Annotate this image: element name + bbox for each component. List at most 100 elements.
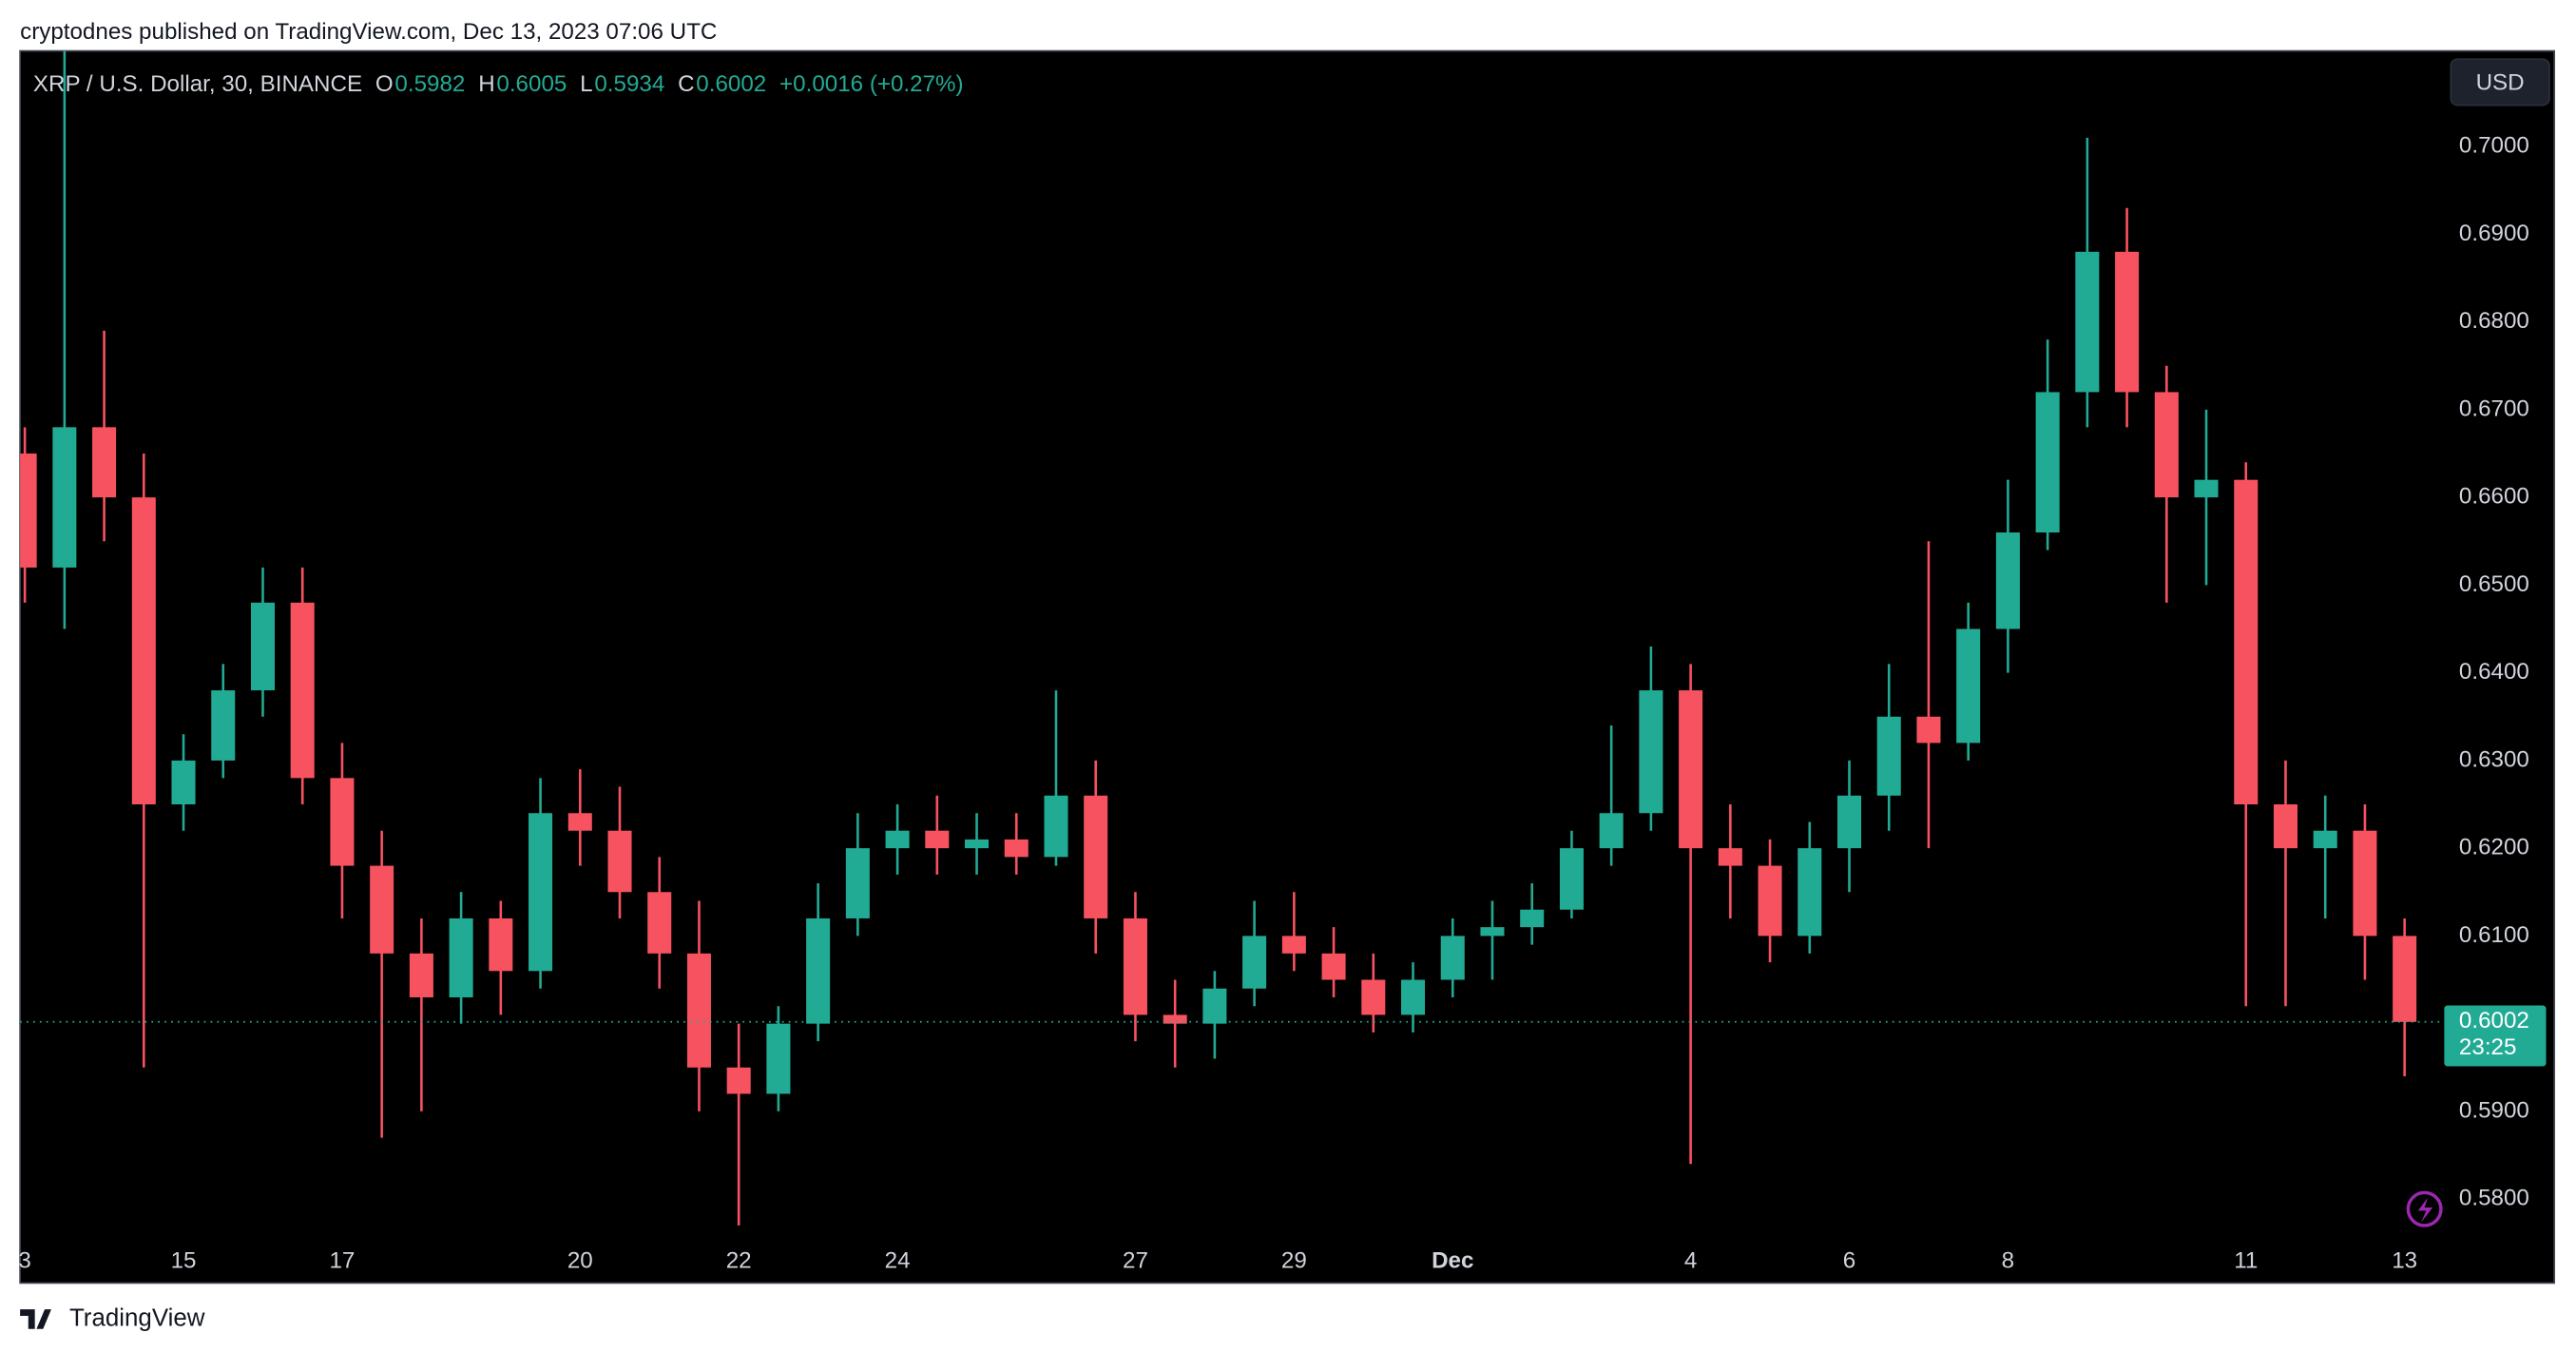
candle-body bbox=[529, 813, 553, 972]
y-tick-label: 0.6300 bbox=[2459, 746, 2529, 772]
x-tick-label: 22 bbox=[726, 1247, 752, 1273]
change: +0.0016 (+0.27%) bbox=[779, 71, 964, 97]
x-tick-label: 29 bbox=[1281, 1247, 1307, 1273]
y-tick-label: 0.6900 bbox=[2459, 221, 2529, 246]
alert-bolt bbox=[2417, 1197, 2433, 1223]
candle-body bbox=[449, 917, 473, 997]
y-tick-label: 0.6200 bbox=[2459, 835, 2529, 860]
x-tick-label: 15 bbox=[171, 1247, 197, 1273]
candle-body bbox=[1004, 839, 1028, 858]
y-tick-label: 0.6500 bbox=[2459, 571, 2529, 597]
brand: TradingView bbox=[69, 1304, 205, 1331]
ohlc-value: 0.5934 bbox=[594, 71, 664, 97]
x-tick-label: 24 bbox=[885, 1247, 911, 1273]
candle-body bbox=[409, 953, 433, 997]
candle-body bbox=[1440, 936, 1465, 980]
candle-body bbox=[2075, 251, 2100, 393]
ohlc-value: 0.5982 bbox=[394, 71, 465, 97]
candle-body bbox=[52, 427, 77, 568]
candle-body bbox=[171, 760, 196, 805]
candle-body bbox=[2035, 392, 2060, 533]
y-tick-label: 0.5800 bbox=[2459, 1186, 2529, 1211]
candle-body bbox=[925, 830, 950, 849]
candle-body bbox=[1679, 690, 1703, 849]
candle-body bbox=[1520, 909, 1545, 928]
countdown: 23:25 bbox=[2459, 1034, 2517, 1060]
y-tick-label: 0.6100 bbox=[2459, 922, 2529, 948]
brand-logo bbox=[20, 1309, 51, 1329]
candle-body bbox=[965, 839, 990, 849]
candle-body bbox=[1480, 927, 1505, 937]
candle-body bbox=[1916, 716, 1941, 744]
alert-icon[interactable] bbox=[2406, 1190, 2443, 1227]
candle-body bbox=[1836, 795, 1862, 849]
candle-body bbox=[1242, 936, 1267, 989]
candle-body bbox=[1876, 716, 1901, 796]
candle-body bbox=[1758, 865, 1782, 937]
candle-body bbox=[726, 1067, 751, 1094]
y-tick-label: 0.6600 bbox=[2459, 484, 2529, 510]
published-note: cryptodnes published on TradingView.com,… bbox=[20, 19, 717, 45]
last-price-box bbox=[2444, 1005, 2547, 1067]
y-tick-label: 0.6700 bbox=[2459, 396, 2529, 421]
currency-button[interactable] bbox=[2450, 58, 2550, 106]
candle-body bbox=[1361, 979, 1386, 1015]
candle-body bbox=[766, 1023, 791, 1094]
candle-body bbox=[2154, 392, 2179, 498]
candle-body bbox=[1281, 936, 1306, 954]
y-tick-label: 0.6400 bbox=[2459, 659, 2529, 685]
candle-body bbox=[131, 497, 156, 805]
candle-body bbox=[92, 427, 117, 498]
ohlc-key: H bbox=[478, 71, 494, 97]
candle-body bbox=[1401, 979, 1426, 1015]
candle-body bbox=[370, 865, 394, 954]
candle-body bbox=[1123, 917, 1147, 1015]
ohlc-key: L bbox=[580, 71, 592, 97]
candle-body bbox=[2313, 830, 2337, 849]
candle-body bbox=[686, 953, 711, 1068]
candle-body bbox=[2194, 479, 2219, 498]
ohlc-value: 0.6005 bbox=[496, 71, 567, 97]
candle-body bbox=[2273, 804, 2298, 849]
currency[interactable]: USD bbox=[2476, 70, 2525, 96]
x-tick-label: 20 bbox=[567, 1247, 593, 1273]
candle-body bbox=[250, 602, 275, 691]
symbol: XRP / U.S. Dollar, 30, BINANCE bbox=[33, 71, 362, 97]
x-tick-label: Dec bbox=[1432, 1247, 1473, 1273]
candle-body bbox=[1995, 532, 2020, 629]
candle-body bbox=[211, 690, 236, 761]
candle-body bbox=[20, 454, 37, 568]
candle-body bbox=[1599, 813, 1624, 849]
candles bbox=[20, 50, 2417, 1226]
ohlc-value: 0.6002 bbox=[696, 71, 766, 97]
candle-body bbox=[1718, 848, 1742, 866]
candle-body bbox=[845, 848, 870, 918]
candle-body bbox=[2234, 479, 2259, 805]
x-tick-label: 27 bbox=[1123, 1247, 1148, 1273]
candle-body bbox=[2353, 830, 2377, 937]
x-tick-label: 3 bbox=[18, 1247, 30, 1273]
x-tick-label: 6 bbox=[1843, 1247, 1855, 1273]
last-price-label: 0.6002 bbox=[2459, 1008, 2529, 1033]
x-tick-label: 17 bbox=[329, 1247, 355, 1273]
candle-body bbox=[1084, 795, 1108, 918]
chart-pane bbox=[19, 49, 2556, 1284]
candle-body bbox=[1559, 848, 1584, 910]
candle-body bbox=[1044, 795, 1068, 858]
candle-body bbox=[1639, 690, 1663, 814]
x-tick-label: 11 bbox=[2234, 1247, 2258, 1273]
candle-body bbox=[489, 917, 513, 972]
x-tick-label: 8 bbox=[2002, 1247, 2014, 1273]
candle-body bbox=[330, 778, 355, 866]
y-tick-label: 0.6800 bbox=[2459, 308, 2529, 334]
candle-body bbox=[647, 892, 672, 954]
candle-body bbox=[2393, 936, 2417, 1022]
candle-body bbox=[1321, 953, 1346, 980]
candle-body bbox=[1956, 628, 1981, 744]
candle-body bbox=[885, 830, 910, 849]
y-tick-label: 0.5900 bbox=[2459, 1097, 2529, 1123]
y-tick-label: 0.7000 bbox=[2459, 133, 2529, 159]
ohlc-key: O bbox=[375, 71, 394, 97]
